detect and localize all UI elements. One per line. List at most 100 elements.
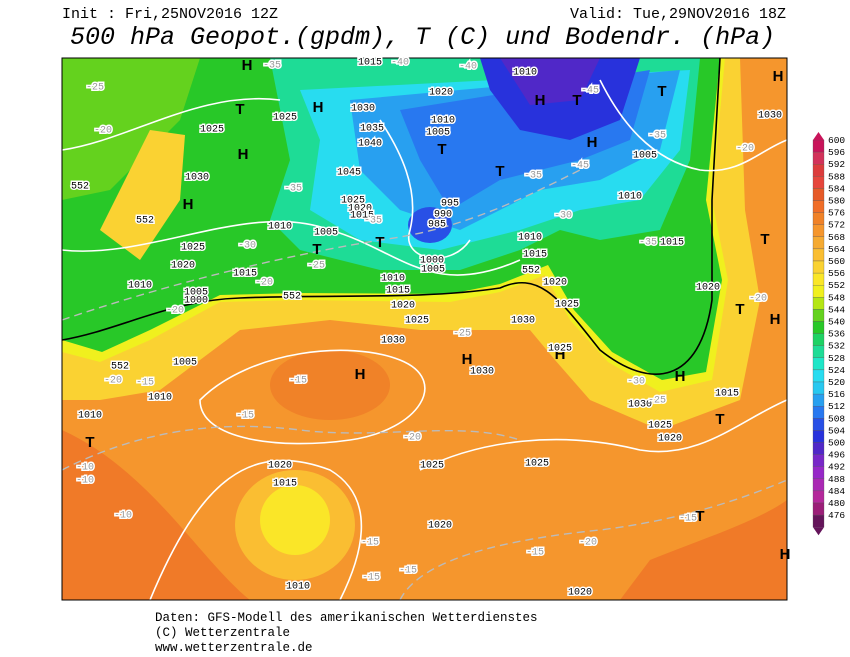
temperature-label: -30 [627, 377, 645, 388]
temperature-label: -35 [263, 61, 281, 72]
scale-swatch [812, 442, 825, 455]
pressure-label: 1020 [391, 301, 415, 312]
temperature-label: -15 [399, 566, 417, 577]
temperature-label: -15 [289, 376, 307, 387]
scale-label: 568 [828, 232, 845, 243]
pressure-label: 1020 [171, 261, 195, 272]
pressure-center: H [587, 134, 598, 151]
pressure-label: 1025 [341, 196, 365, 207]
pressure-center: H [183, 196, 194, 213]
pressure-center: T [657, 83, 666, 100]
scale-label: 508 [828, 413, 845, 424]
pressure-label: 1045 [337, 168, 361, 179]
pressure-label: 1025 [648, 421, 672, 432]
scale-swatch [812, 260, 825, 274]
pressure-label: 1025 [200, 125, 224, 136]
pressure-label: 1005 [426, 128, 450, 139]
pressure-label: 1025 [181, 243, 205, 254]
temperature-label: -20 [736, 144, 754, 155]
pressure-label: 1010 [148, 393, 172, 404]
temperature-label: -20 [255, 278, 273, 289]
pressure-label: 1000 [420, 256, 444, 267]
pressure-label: 1010 [78, 411, 102, 422]
scale-swatch [812, 212, 825, 225]
pressure-label: 1015 [233, 269, 257, 280]
scale-swatch [812, 236, 825, 250]
color-scale: 6005965925885845805765725685645605565525… [812, 132, 845, 536]
scale-swatch [812, 381, 825, 395]
temperature-label: -15 [136, 378, 154, 389]
pressure-center: H [773, 68, 784, 85]
scale-label: 556 [828, 268, 845, 279]
scale-label: 600 [828, 135, 845, 146]
pressure-label: 1020 [543, 278, 567, 289]
valid-time: Valid: Tue,29NOV2016 18Z [570, 6, 786, 23]
scale-swatch [812, 333, 825, 346]
footer-url: www.wetterzentrale.de [155, 641, 313, 655]
temperature-label: -35 [284, 184, 302, 195]
pressure-center: H [555, 346, 566, 363]
scale-label: 504 [828, 425, 845, 436]
scale-label: 572 [828, 220, 845, 231]
temperature-label: -15 [362, 573, 380, 584]
pressure-label: 1000 [184, 296, 208, 307]
scale-label: 564 [828, 244, 845, 255]
scale-label: 596 [828, 147, 845, 158]
scale-swatch [812, 321, 825, 334]
scale-label: 560 [828, 256, 845, 267]
scale-label: 492 [828, 462, 845, 473]
scale-swatch [812, 309, 825, 322]
temperature-label: -30 [238, 241, 256, 252]
pressure-center: H [535, 92, 546, 109]
temperature-label: -20 [104, 376, 122, 387]
pressure-center: H [238, 146, 249, 163]
scale-label: 488 [828, 474, 845, 485]
scale-swatch [812, 297, 825, 310]
temperature-label: -20 [166, 306, 184, 317]
scale-label: 576 [828, 208, 845, 219]
scale-swatch [812, 151, 825, 165]
temperature-label: -25 [86, 83, 104, 94]
pressure-label: 1015 [660, 238, 684, 249]
pressure-center: T [735, 301, 744, 318]
pressure-label: 1005 [633, 151, 657, 162]
scale-swatch [812, 272, 825, 286]
pressure-label: 990 [434, 210, 452, 221]
temperature-label: -25 [453, 329, 471, 340]
pressure-center: H [242, 57, 253, 74]
scale-label: 480 [828, 498, 845, 509]
temperature-label: -35 [364, 216, 382, 227]
scale-swatch [812, 502, 825, 516]
scale-swatch [812, 139, 825, 153]
pressure-label: 1010 [618, 192, 642, 203]
temperature-label: -10 [76, 463, 94, 474]
pressure-label: 552 [111, 362, 129, 373]
temperature-label: -15 [236, 411, 254, 422]
temperature-label: -15 [679, 514, 697, 525]
footer-copyright: (C) Wetterzentrale [155, 626, 290, 640]
scale-swatch [812, 188, 825, 201]
scale-label: 520 [828, 377, 845, 388]
pressure-label: 1025 [273, 113, 297, 124]
scale-swatch [812, 357, 825, 371]
scale-swatch [812, 176, 825, 189]
temperature-label: -15 [526, 548, 544, 559]
pressure-label: 1030 [185, 173, 209, 184]
temperature-label: -25 [648, 396, 666, 407]
pressure-label: 1015 [715, 389, 739, 400]
pressure-label: 1020 [658, 434, 682, 445]
pressure-label: 1005 [173, 358, 197, 369]
scale-swatch [812, 224, 825, 237]
pressure-label: 1010 [128, 281, 152, 292]
pressure-label: 1005 [314, 228, 338, 239]
pressure-label: 1025 [525, 459, 549, 470]
pressure-label: 552 [522, 266, 540, 277]
scale-label: 580 [828, 196, 845, 207]
temperature-label: -30 [554, 211, 572, 222]
temperature-label: -20 [94, 126, 112, 137]
scale-swatch [812, 418, 825, 431]
scale-label: 544 [828, 304, 845, 315]
pressure-center: T [312, 241, 321, 258]
